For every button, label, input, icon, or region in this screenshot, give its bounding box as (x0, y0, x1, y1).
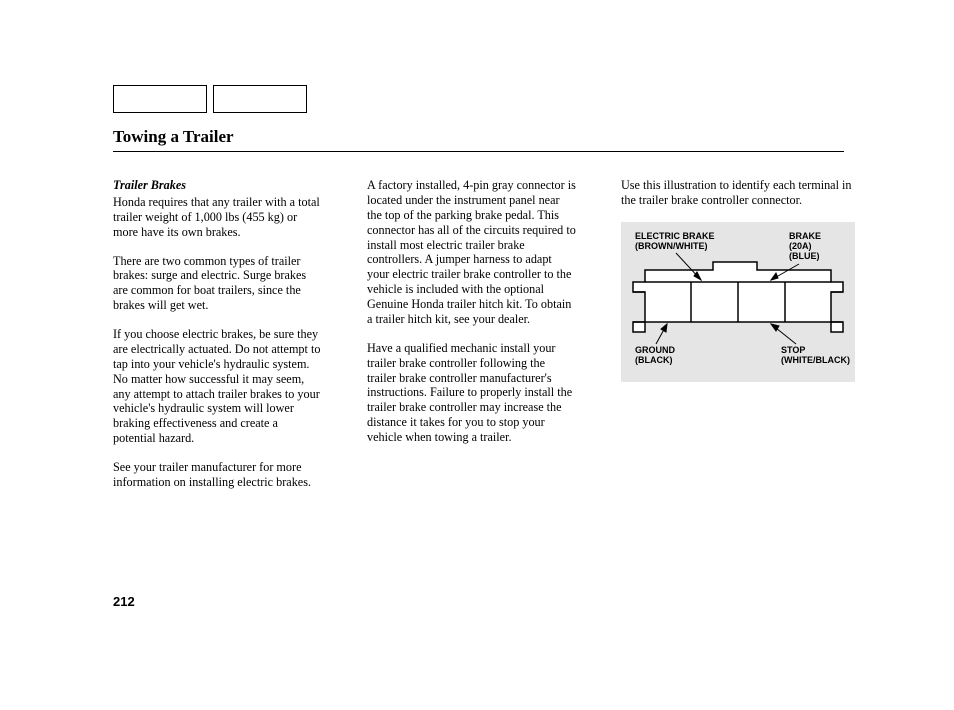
column-3: Use this illustration to identify each t… (621, 178, 855, 568)
header-boxes (113, 85, 844, 113)
section-heading-trailer-brakes: Trailer Brakes (113, 178, 323, 193)
connector-diagram: ELECTRIC BRAKE(BROWN/WHITE) BRAKE(20A)(B… (621, 222, 855, 382)
paragraph: If you choose electric brakes, be sure t… (113, 327, 323, 446)
label-stop: STOP(WHITE/BLACK) (781, 346, 850, 366)
columns: Trailer Brakes Honda requires that any t… (113, 178, 844, 568)
column-2: A factory installed, 4-pin gray connecto… (367, 178, 577, 568)
paragraph: A factory installed, 4-pin gray connecto… (367, 178, 577, 327)
header-box-2 (213, 85, 307, 113)
label-brake: BRAKE(20A)(BLUE) (789, 232, 821, 262)
header-box-1 (113, 85, 207, 113)
paragraph: See your trailer manufacturer for more i… (113, 460, 323, 490)
label-electric-brake: ELECTRIC BRAKE(BROWN/WHITE) (635, 232, 715, 252)
paragraph: Use this illustration to identify each t… (621, 178, 855, 208)
paragraph: There are two common types of trailer br… (113, 254, 323, 314)
paragraph: Honda requires that any trailer with a t… (113, 195, 323, 240)
page-title: Towing a Trailer (113, 127, 844, 152)
label-ground: GROUND(BLACK) (635, 346, 675, 366)
column-1: Trailer Brakes Honda requires that any t… (113, 178, 323, 568)
page-number: 212 (113, 594, 135, 609)
paragraph: Have a qualified mechanic install your t… (367, 341, 577, 445)
